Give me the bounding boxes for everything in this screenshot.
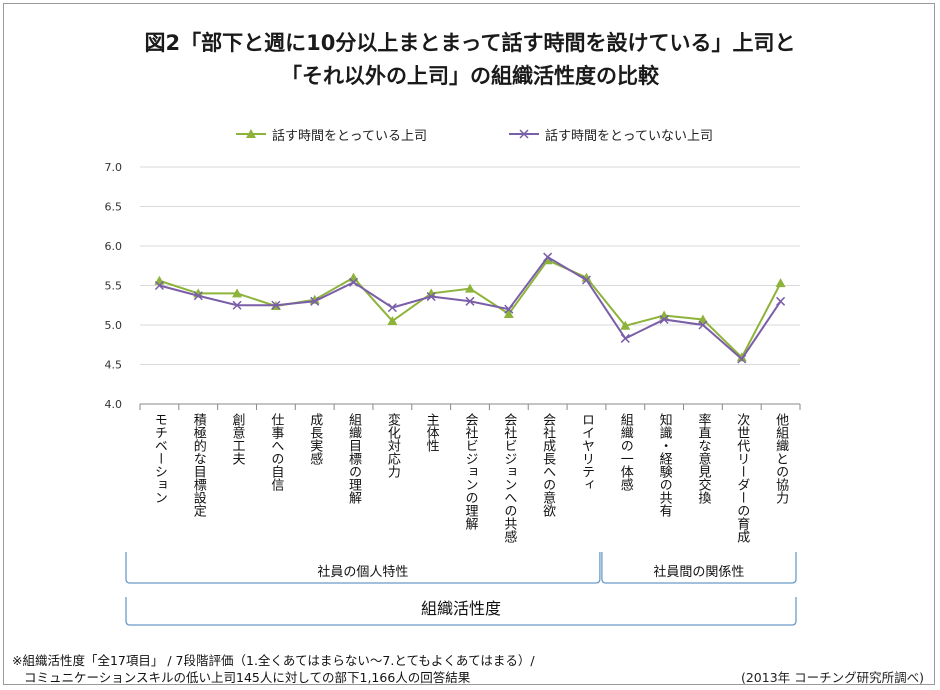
x-tick-label: 主体性 <box>424 413 440 452</box>
data-point-triangle <box>736 352 747 362</box>
data-point-x-stroke <box>504 304 514 314</box>
data-point-x-stroke <box>348 277 359 287</box>
data-point-triangle <box>620 320 631 330</box>
y-tick-label: 6.0 <box>105 240 123 253</box>
group-label: 社員間の関係性 <box>653 564 744 580</box>
data-point-x-stroke <box>543 252 553 262</box>
overall-bracket <box>125 597 797 626</box>
data-point-triangle <box>465 283 475 293</box>
x-tick-label: 組織目標の理解 <box>346 413 362 505</box>
legend-item-series-b: 話す時間をとっていない上司 <box>509 124 713 144</box>
legend-marker-triangle-icon <box>236 129 266 138</box>
data-point-x-stroke <box>232 300 242 310</box>
y-tick-label: 7.0 <box>105 161 123 174</box>
legend-label-series-a: 話す時間をとっている上司 <box>272 128 427 144</box>
data-point-x <box>659 314 669 325</box>
data-point-x-stroke <box>387 303 397 313</box>
group-bracket <box>601 552 797 584</box>
data-point-x <box>620 333 630 343</box>
x-tick-label: 変化対応力 <box>385 412 401 479</box>
group-bracket <box>125 552 601 584</box>
data-point-x-stroke <box>698 320 708 330</box>
x-tick-label: 会社成長への意欲 <box>540 413 556 517</box>
series-line <box>159 258 782 360</box>
legend-label-series-b: 話す時間をとっていない上司 <box>545 128 713 144</box>
data-point-x <box>193 291 203 301</box>
chart-title-line1: 図2「部下と週に10分以上まとまって話す時間を設けている」上司と <box>144 31 796 55</box>
x-tick-label: 仕事への自信 <box>268 413 284 491</box>
x-tick-label: 他組織との協力 <box>773 413 789 505</box>
data-point-x <box>698 320 708 330</box>
x-tick-label: モチベーション <box>152 413 168 504</box>
data-point-x-stroke <box>271 300 281 310</box>
y-tick-label: 5.0 <box>105 319 123 332</box>
data-point-x-stroke <box>193 291 203 301</box>
data-point-triangle <box>426 288 437 298</box>
x-tick-label: 会社ビジョンへの共感 <box>501 413 516 543</box>
data-point-x-stroke <box>620 333 630 343</box>
data-point-x-stroke <box>426 292 436 302</box>
figure-frame <box>3 3 935 685</box>
data-point-x <box>737 354 747 364</box>
chart-title-line2: 「それ以外の上司」の組織活性度の比較 <box>281 64 659 88</box>
data-point-triangle <box>697 314 708 324</box>
legend-item-series-a: 話す時間をとっている上司 <box>236 124 427 144</box>
data-point-x <box>232 300 242 310</box>
series-line <box>159 255 782 361</box>
data-point-x <box>154 280 164 291</box>
x-tick-label: 次世代リーダーの育成 <box>734 412 750 544</box>
data-point-x-stroke <box>310 296 320 306</box>
data-point-triangle <box>387 316 398 326</box>
data-point-x-stroke <box>154 280 164 291</box>
data-point-x <box>581 275 592 285</box>
data-point-x <box>465 296 475 306</box>
data-point-x <box>310 296 320 306</box>
data-point-triangle <box>232 288 243 298</box>
legend-marker-x-icon <box>509 129 539 139</box>
y-tick-label: 5.5 <box>105 280 123 293</box>
x-tick-label: 率直な意見交換 <box>695 412 711 505</box>
data-point-x-stroke <box>465 296 475 306</box>
data-point-triangle <box>154 275 165 285</box>
y-tick-label: 6.5 <box>105 201 123 214</box>
group-label: 社員の個人特性 <box>317 564 408 580</box>
data-point-x <box>504 304 514 314</box>
data-point-x <box>348 277 359 287</box>
data-point-x <box>387 303 397 313</box>
x-tick-label: 積極的な目標設定 <box>191 413 207 518</box>
data-point-triangle <box>348 272 359 282</box>
data-point-x-stroke <box>581 275 592 285</box>
data-point-x-stroke <box>776 296 786 306</box>
source-note: (2013年 コーチング研究所調べ) <box>740 670 924 685</box>
x-tick-label: ロイヤリティ <box>579 413 595 491</box>
data-point-x <box>543 252 553 262</box>
x-tick-label: 成長実感 <box>307 413 323 465</box>
data-point-x-stroke <box>659 314 669 325</box>
x-tick-label: 知識・経験の共有 <box>657 412 673 517</box>
data-point-x <box>271 300 281 310</box>
x-tick-label: 創意工夫 <box>230 413 246 465</box>
x-tick-label: 会社ビジョンの理解 <box>463 413 479 531</box>
data-point-x <box>426 292 436 302</box>
data-point-triangle <box>775 278 786 288</box>
footnote-line1: ※組織活性度「全17項目」 / 7段階評価（1.全くあてはまらない〜7.とてもよ… <box>12 653 535 668</box>
overall-group-label: 組織活性度 <box>421 599 501 618</box>
x-tick-label: 組織の一体感 <box>618 413 634 491</box>
data-point-x <box>776 296 786 306</box>
y-tick-label: 4.5 <box>105 359 123 372</box>
footnote-line2: コミュニケーションスキルの低い上司145人に対しての部下1,166人の回答結果 <box>24 670 471 685</box>
data-point-triangle <box>503 308 514 318</box>
data-point-x-stroke <box>737 354 747 364</box>
y-tick-label: 4.0 <box>105 398 123 411</box>
